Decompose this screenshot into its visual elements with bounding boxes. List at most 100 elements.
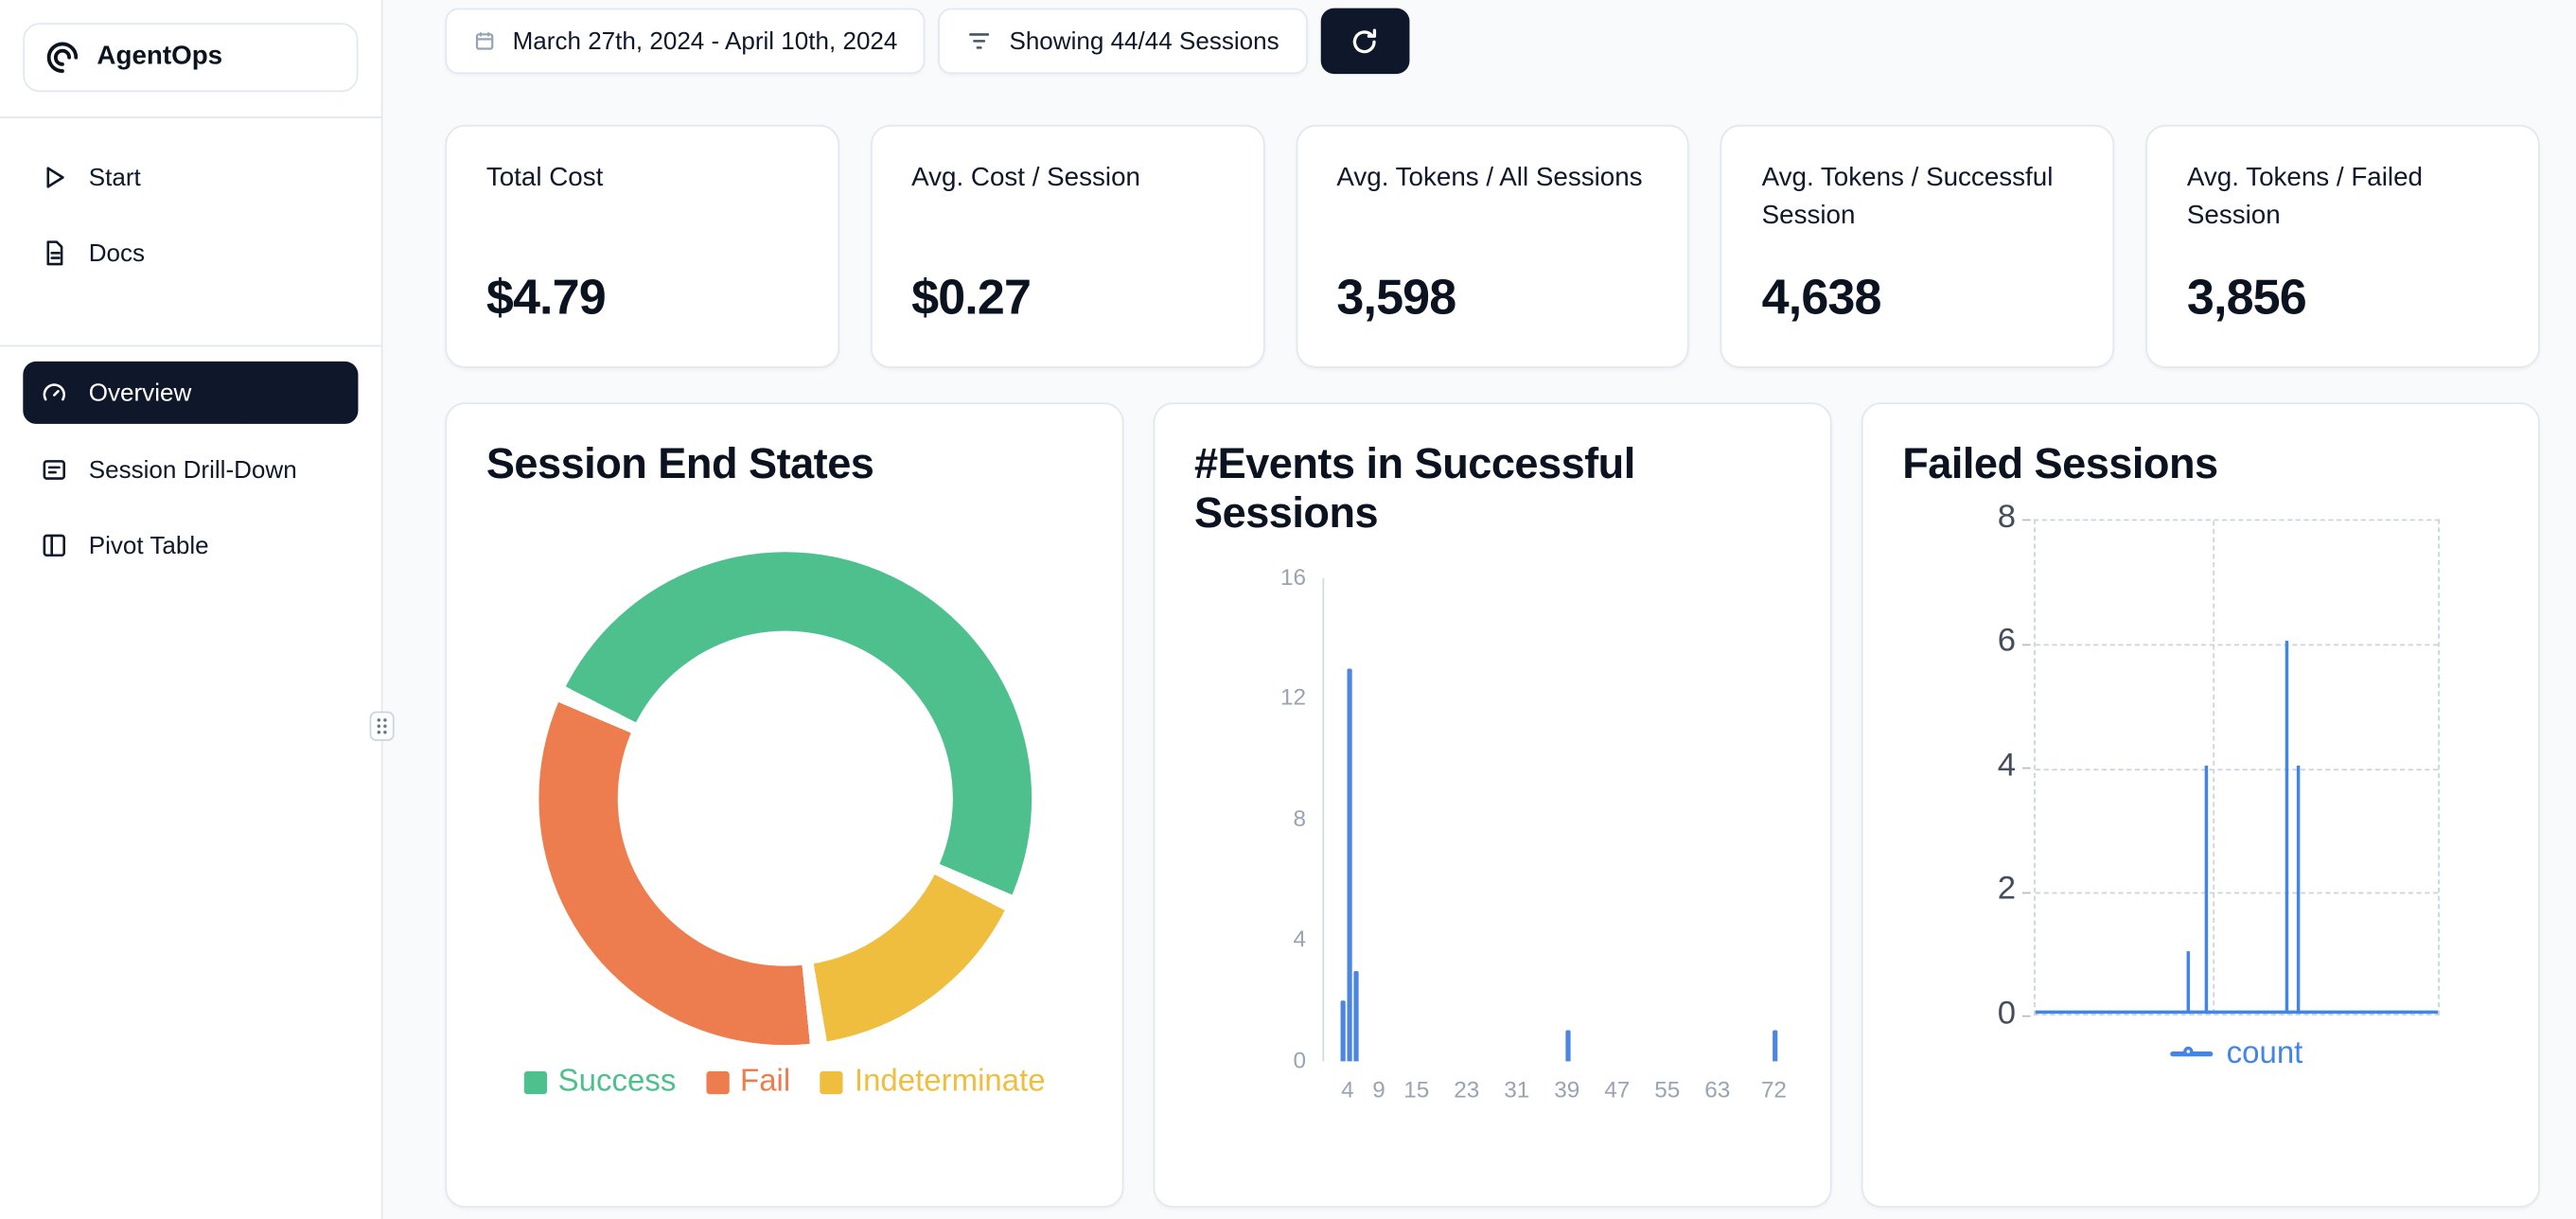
sidebar-item-pivot-table[interactable]: Pivot Table [23,520,358,573]
stat-value: 3,856 [2186,271,2307,326]
date-range-label: March 27th, 2024 - April 10th, 2024 [512,26,898,56]
x-tick-label: 4 [1341,1075,1354,1103]
legend-item-success[interactable]: Success [523,1065,676,1101]
play-icon [40,163,69,192]
stat-label: Total Cost [485,164,604,193]
x-tick-label: 55 [1654,1075,1681,1103]
series-spike [2186,951,2190,1014]
stat-value: $4.79 [485,271,607,326]
stat-card-avg-tokens-successful: Avg. Tokens / Successful Session 4,638 [1720,124,2115,368]
stat-label: Avg. Tokens / Successful Session [1761,164,2054,231]
bar [1352,970,1358,1062]
y-tick-mark [2021,892,2031,894]
bar [1347,668,1352,1062]
filter-icon [966,28,993,55]
docs-icon [40,238,69,268]
chart-title: Session End States [485,438,874,488]
x-tick-label: 39 [1554,1075,1580,1103]
stat-value: $0.27 [911,271,1032,326]
gridline-vertical [2212,521,2214,1014]
gauge-icon [40,378,69,407]
y-tick-label: 4 [1997,747,2017,784]
gridline-horizontal [2035,892,2439,895]
events-in-successful-sessions-card: #Events in Successful Sessions 0 4 8 12 16 4 9… [1153,402,1832,1208]
stat-card-avg-cost-session: Avg. Cost / Session $0.27 [870,124,1264,368]
y-tick-label: 2 [1997,871,2017,908]
failed-sessions-card: Failed Sessions 0 2 4 6 8 count [1861,402,2540,1208]
events-chart: 0 4 8 12 16 4 9 15 23 31 39 47 55 63 72 [1194,563,1791,1123]
session-end-donut[interactable] [538,552,1032,1045]
stat-card-avg-tokens-failed: Avg. Tokens / Failed Session 3,856 [2145,124,2540,368]
divider [0,116,381,118]
legend-label: Success [557,1064,677,1100]
sidebar-item-label: Docs [88,238,146,268]
y-tick-label: 8 [1293,804,1307,832]
events-plot-area[interactable] [1322,577,1798,1062]
y-tick-label: 16 [1280,563,1307,590]
sidebar-item-overview[interactable]: Overview [23,361,359,424]
y-tick-label: 4 [1293,925,1307,952]
x-tick-label: 23 [1454,1075,1480,1103]
sessions-filter-label: Showing 44/44 Sessions [1009,26,1279,56]
sidebar-item-label: Pivot Table [88,531,209,560]
app-logo[interactable]: AgentOps [23,23,359,93]
legend-label: Fail [740,1064,791,1100]
legend-label: Indeterminate [854,1064,1046,1100]
sessions-filter-button[interactable]: Showing 44/44 Sessions [938,8,1308,75]
donut-legend: Success Fail Indeterminate [486,1065,1083,1101]
main-content: March 27th, 2024 - April 10th, 2024 Show… [382,0,2576,1219]
sidebar-item-label: Overview [88,379,192,407]
bar [1773,1031,1778,1062]
x-tick-label: 31 [1504,1075,1530,1103]
legend-item-indeterminate[interactable]: Indeterminate [820,1064,1046,1101]
gridline-horizontal [2035,645,2439,646]
y-tick-mark [2021,520,2031,521]
stats-row: Total Cost $4.79 Avg. Cost / Session $0.… [445,124,2540,368]
stat-value: 4,638 [1761,271,1882,326]
sidebar-item-label: Session Drill-Down [88,455,297,485]
sidebar-item-docs[interactable]: Docs [23,227,358,280]
sidebar: AgentOps Start Docs Overview [0,0,395,1219]
table-columns-icon [40,531,69,560]
refresh-button[interactable] [1320,8,1409,75]
calendar-icon [473,29,496,52]
series-baseline [2035,1010,2439,1014]
sidebar-item-session-drill-down[interactable]: Session Drill-Down [23,444,358,497]
legend-swatch [523,1070,547,1094]
stat-card-total-cost: Total Cost $4.79 [445,124,839,368]
chart-title: Failed Sessions [1902,438,2218,488]
toolbar: March 27th, 2024 - April 10th, 2024 Show… [445,8,2539,75]
stat-value: 3,598 [1336,271,1456,326]
count-legend-line [2170,1046,2214,1057]
y-tick-mark [2021,768,2031,770]
chart-title: #Events in Successful Sessions [1194,438,1635,538]
y-tick-label: 0 [1997,995,2017,1032]
x-tick-label: 47 [1604,1075,1631,1103]
date-range-button[interactable]: March 27th, 2024 - April 10th, 2024 [445,8,926,75]
sidebar-item-start[interactable]: Start [23,151,358,204]
failed-plot-area[interactable]: 0 2 4 6 8 [1998,500,2440,1032]
stat-card-avg-tokens-all: Avg. Tokens / All Sessions 3,598 [1295,124,1690,368]
y-tick-mark [2021,644,2031,646]
charts-row: Session End States Success Fail Indeterm… [445,402,2540,1208]
session-list-icon [40,455,69,485]
x-tick-label: 72 [1760,1075,1787,1103]
legend-item-fail[interactable]: Fail [705,1064,791,1101]
y-tick-label: 6 [1997,623,2017,660]
gridline-horizontal [2035,768,2439,770]
series-spike [2296,765,2300,1014]
x-tick-label: 9 [1372,1075,1385,1103]
sidebar-nav: Start Docs Overview Session Drill-Down [0,118,381,572]
session-end-states-card: Session End States Success Fail Indeterm… [445,402,1124,1208]
stat-label: Avg. Tokens / Failed Session [2186,164,2423,231]
sidebar-resize-handle[interactable] [369,711,395,741]
bar [1565,1031,1572,1062]
x-tick-label: 63 [1704,1075,1731,1103]
legend-swatch [705,1070,729,1094]
failed-legend[interactable]: count [2034,1036,2440,1072]
stat-label: Avg. Cost / Session [911,164,1140,193]
stat-label: Avg. Tokens / All Sessions [1336,164,1643,193]
series-spike [2285,641,2289,1014]
count-legend-label: count [2226,1036,2303,1071]
